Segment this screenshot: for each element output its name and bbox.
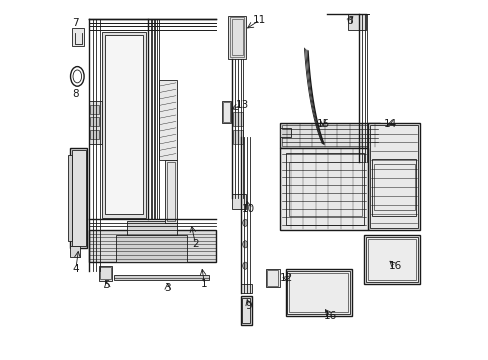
Ellipse shape bbox=[75, 171, 82, 182]
Polygon shape bbox=[232, 112, 242, 126]
Text: 9: 9 bbox=[245, 301, 252, 311]
Ellipse shape bbox=[242, 241, 247, 248]
Text: 11: 11 bbox=[253, 15, 266, 25]
Polygon shape bbox=[72, 28, 84, 46]
Polygon shape bbox=[241, 296, 251, 325]
Polygon shape bbox=[99, 266, 112, 281]
Polygon shape bbox=[159, 80, 176, 160]
Polygon shape bbox=[70, 148, 87, 248]
Text: 8: 8 bbox=[72, 89, 79, 99]
Text: 12: 12 bbox=[279, 273, 292, 283]
Ellipse shape bbox=[244, 303, 247, 308]
Polygon shape bbox=[285, 269, 351, 316]
Text: 5: 5 bbox=[103, 280, 110, 291]
Text: 6: 6 bbox=[345, 16, 352, 26]
Ellipse shape bbox=[224, 108, 228, 115]
Text: 14: 14 bbox=[383, 118, 396, 129]
Polygon shape bbox=[364, 235, 419, 284]
Polygon shape bbox=[367, 123, 419, 230]
Ellipse shape bbox=[242, 219, 247, 226]
Polygon shape bbox=[89, 230, 216, 262]
Text: 15: 15 bbox=[316, 118, 329, 129]
Polygon shape bbox=[126, 221, 176, 235]
Polygon shape bbox=[280, 128, 290, 137]
Ellipse shape bbox=[75, 189, 82, 200]
Polygon shape bbox=[228, 16, 246, 59]
Text: 1: 1 bbox=[201, 279, 207, 289]
Polygon shape bbox=[67, 155, 71, 241]
Polygon shape bbox=[70, 246, 80, 257]
Polygon shape bbox=[102, 32, 146, 217]
Polygon shape bbox=[116, 235, 187, 262]
Polygon shape bbox=[280, 123, 380, 148]
Polygon shape bbox=[165, 160, 176, 223]
Text: 16: 16 bbox=[388, 261, 401, 271]
Ellipse shape bbox=[244, 311, 248, 317]
Text: 13: 13 bbox=[235, 100, 248, 110]
Polygon shape bbox=[90, 117, 99, 126]
Polygon shape bbox=[232, 130, 242, 144]
Polygon shape bbox=[231, 194, 246, 208]
Polygon shape bbox=[105, 35, 142, 214]
Text: 2: 2 bbox=[192, 239, 199, 249]
Text: 10: 10 bbox=[242, 203, 255, 213]
Text: 3: 3 bbox=[164, 283, 171, 293]
Ellipse shape bbox=[75, 224, 82, 236]
Text: 7: 7 bbox=[72, 18, 79, 28]
Ellipse shape bbox=[75, 206, 82, 218]
Polygon shape bbox=[241, 284, 251, 293]
Polygon shape bbox=[222, 102, 230, 123]
Text: 4: 4 bbox=[72, 264, 79, 274]
Polygon shape bbox=[90, 105, 99, 114]
Ellipse shape bbox=[242, 262, 247, 269]
Polygon shape bbox=[280, 148, 367, 230]
Polygon shape bbox=[89, 102, 102, 144]
Polygon shape bbox=[114, 275, 208, 280]
Polygon shape bbox=[347, 14, 365, 30]
Polygon shape bbox=[265, 269, 279, 287]
Text: 16: 16 bbox=[323, 311, 336, 321]
Polygon shape bbox=[90, 130, 99, 139]
